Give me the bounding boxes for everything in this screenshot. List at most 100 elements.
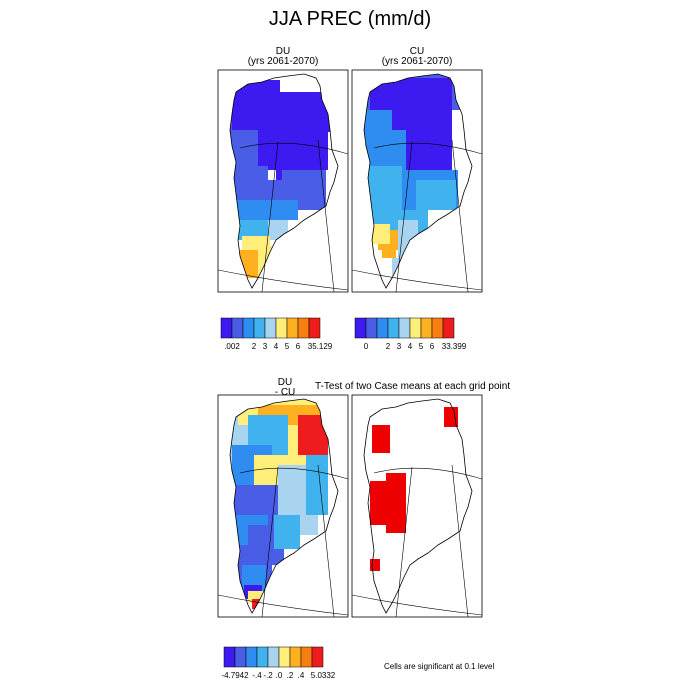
- colorbar-swatch: [234, 646, 247, 668]
- colorbar-swatch: [286, 317, 299, 339]
- field-cell: [366, 130, 406, 170]
- colorbar-swatch: [253, 317, 266, 339]
- colorbar-swatch: [231, 317, 244, 339]
- field-cell: [240, 250, 260, 266]
- colorbar-swatch: [431, 317, 444, 339]
- colorbar-tick-label: -.2: [263, 671, 273, 680]
- graticule-lat: [373, 142, 483, 155]
- significant-cell: [372, 425, 390, 453]
- colorbar-swatch: [398, 317, 411, 339]
- colorbar-tick-label: 33.399: [442, 342, 467, 351]
- coastline: [363, 73, 473, 289]
- panel-title-cu-name: CU: [409, 46, 425, 57]
- panel-title-du: DU (yrs 2061-2070): [218, 47, 348, 67]
- colorbar-swatch: [267, 646, 280, 668]
- colorbar-tick-label: .2: [287, 671, 294, 680]
- figure-title: JJA PREC (mm/d): [268, 8, 432, 30]
- field-cells: [230, 74, 330, 286]
- colorbar-swatch: [289, 646, 302, 668]
- colorbar-swatch: [278, 646, 291, 668]
- colorbar-tick-label: 0: [364, 342, 369, 351]
- colorbar-tick-label: 3: [263, 342, 268, 351]
- graticule-lon: [451, 139, 469, 293]
- colorbar-cu: 0 2 3 4 5 6 33.399: [354, 317, 467, 351]
- colorbar-swatch: [264, 317, 277, 339]
- colorbar-swatch: [297, 317, 310, 339]
- panel-title-cu: CU (yrs 2061-2070): [352, 47, 482, 67]
- colorbar-swatch: [308, 317, 321, 339]
- coastline: [229, 398, 339, 614]
- colorbar-swatch: [409, 317, 422, 339]
- panel-frame: [217, 69, 349, 293]
- colorbar-tick-label: .002: [224, 342, 240, 351]
- significant-cell: [386, 473, 406, 533]
- graticule-lon: [317, 139, 335, 293]
- graticule-lat: [217, 594, 349, 616]
- significant-cell: [370, 559, 380, 571]
- panel-title-diff-name: DU: [277, 377, 293, 388]
- graticule-lon: [451, 464, 469, 618]
- significance-note: Cells are significant at 0.1 level: [384, 662, 495, 671]
- colorbar-tick-label: 2: [386, 342, 391, 351]
- coastline: [363, 398, 473, 614]
- colorbar-swatch: [311, 646, 324, 668]
- colorbar-swatch: [223, 646, 236, 668]
- colorbar-tick-label: 4: [408, 342, 413, 351]
- panel-frame: [351, 394, 483, 618]
- colorbar-tick-label: 6: [430, 342, 435, 351]
- colorbar-swatch: [256, 646, 269, 668]
- colorbar-tick-label: 6: [296, 342, 301, 351]
- graticule-lat: [239, 142, 349, 155]
- panel-du: [217, 69, 349, 293]
- colorbar-swatch: [275, 317, 288, 339]
- panel-ttest: [351, 394, 483, 618]
- field-cell: [382, 244, 396, 258]
- colorbar-tick-label: 5.0332: [311, 671, 336, 680]
- coastline: [229, 73, 339, 289]
- field-cell: [416, 180, 456, 210]
- graticule-lon: [395, 141, 413, 293]
- ttest-title: T-Test of two Case means at each grid po…: [315, 381, 511, 392]
- colorbar-tick-label: .4: [298, 671, 305, 680]
- panel-title-du-years: (yrs 2061-2070): [247, 56, 319, 67]
- colorbar-swatch: [354, 317, 367, 339]
- colorbar-tick-label: 2: [252, 342, 257, 351]
- colorbar-tick-label: 5: [419, 342, 424, 351]
- colorbar-tick-label: .0: [276, 671, 283, 680]
- panel-du-minus-cu: [217, 394, 349, 618]
- colorbar-swatch: [442, 317, 455, 339]
- graticule-lat: [351, 594, 483, 616]
- graticule-lon: [261, 141, 279, 293]
- field-cell: [306, 455, 328, 515]
- colorbar-tick-label: -.4: [252, 671, 262, 680]
- graticule-lat: [351, 269, 483, 291]
- panel-title-cu-years: (yrs 2061-2070): [381, 56, 453, 67]
- panel-frame: [351, 69, 483, 293]
- colorbar-swatch: [220, 317, 233, 339]
- graticule-lat: [239, 467, 349, 480]
- graticule-lon: [395, 466, 413, 618]
- graticule-lat: [373, 467, 483, 480]
- panel-title-du-name: DU: [275, 46, 291, 57]
- colorbar-diff: -4.7942 -.4 -.2.0 .2 .4 5.0332: [221, 646, 336, 680]
- colorbar-swatch: [365, 317, 378, 339]
- colorbar-tick-label: -4.7942: [221, 671, 249, 680]
- graticule-lat: [217, 269, 349, 291]
- graticule-lon: [261, 466, 279, 618]
- colorbar-swatch: [376, 317, 389, 339]
- colorbar-tick-label: 5: [285, 342, 290, 351]
- graticule-lon: [317, 464, 335, 618]
- panel-cu: [351, 69, 483, 293]
- panel-frame: [217, 394, 349, 618]
- colorbar-swatch: [242, 317, 255, 339]
- panel-title-diff: DU - CU: [270, 378, 300, 398]
- field-cell: [412, 110, 452, 170]
- colorbar-tick-label: 3: [397, 342, 402, 351]
- colorbar-swatch: [387, 317, 400, 339]
- colorbar-swatch: [245, 646, 258, 668]
- colorbar-swatch: [420, 317, 433, 339]
- field-cell: [274, 515, 300, 549]
- colorbar-tick-label: 35.129: [308, 342, 333, 351]
- colorbar-swatch: [300, 646, 313, 668]
